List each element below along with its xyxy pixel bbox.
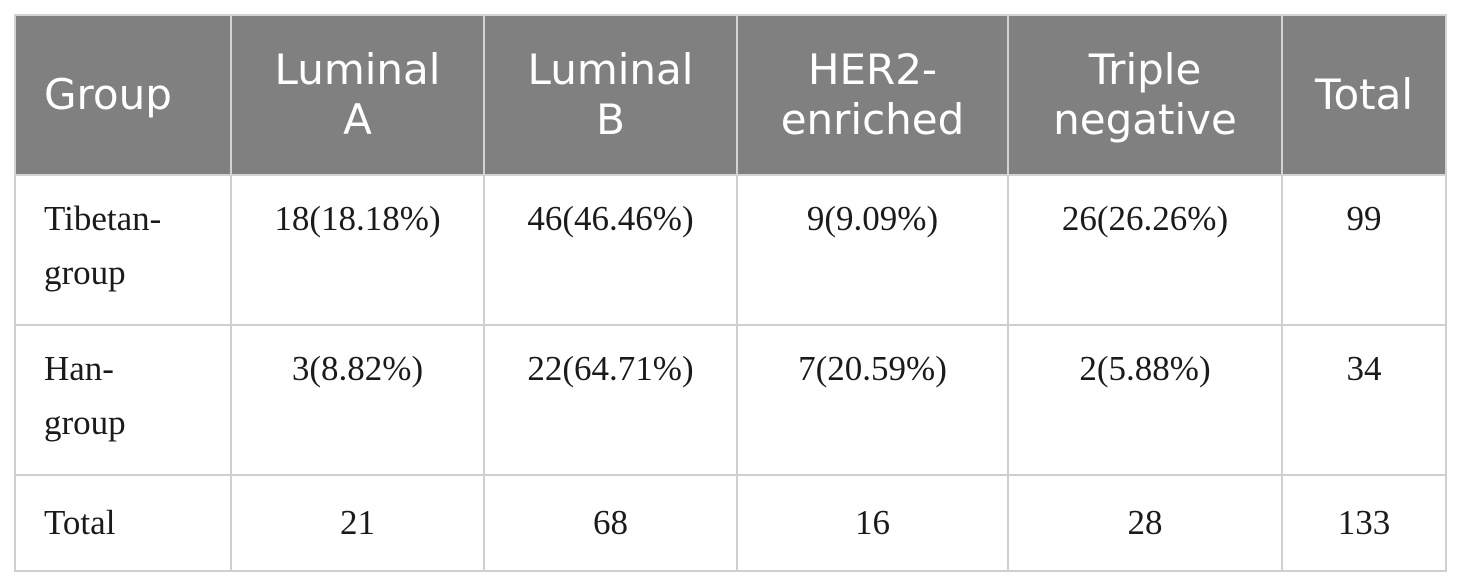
row-label-line1: Han- <box>44 349 114 388</box>
row-label-line2: group <box>44 403 126 442</box>
cell-total: 99 <box>1281 174 1447 326</box>
header-luminal-b-text: Luminal B <box>527 45 694 144</box>
header-triple-negative: Triple negative <box>1007 14 1283 176</box>
header-row: Group Luminal A Luminal B HER2-enriched … <box>14 14 1447 176</box>
cell-total: 34 <box>1281 324 1447 476</box>
cell-luminal-b: 46(46.46%) <box>483 174 738 326</box>
row-label: Han-group <box>14 324 232 476</box>
cell-her2-enriched: 16 <box>736 474 1009 572</box>
cell-triple-negative: 28 <box>1007 474 1283 572</box>
header-group: Group <box>14 14 232 176</box>
cell-her2-enriched: 9(9.09%) <box>736 174 1009 326</box>
row-label-line1: Tibetan- <box>44 199 162 238</box>
cell-luminal-b: 22(64.71%) <box>483 324 738 476</box>
table-body: Tibetan-group 18(18.18%) 46(46.46%) 9(9.… <box>14 174 1447 572</box>
row-label: Total <box>14 474 232 572</box>
cell-luminal-a: 18(18.18%) <box>230 174 485 326</box>
header-triple-negative-text: Triple negative <box>1053 45 1237 144</box>
table-row-total: Total 21 68 16 28 133 <box>14 474 1447 572</box>
cell-total: 133 <box>1281 474 1447 572</box>
table-row-han: Han-group 3(8.82%) 22(64.71%) 7(20.59%) … <box>14 324 1447 476</box>
header-luminal-a-text: Luminal A <box>274 45 441 144</box>
row-label-line2: group <box>44 253 126 292</box>
table-header: Group Luminal A Luminal B HER2-enriched … <box>14 14 1447 176</box>
header-luminal-a: Luminal A <box>230 14 485 176</box>
cell-luminal-b: 68 <box>483 474 738 572</box>
data-table: Group Luminal A Luminal B HER2-enriched … <box>14 14 1447 572</box>
cell-her2-enriched: 7(20.59%) <box>736 324 1009 476</box>
header-total: Total <box>1281 14 1447 176</box>
cell-luminal-a: 3(8.82%) <box>230 324 485 476</box>
cell-triple-negative: 26(26.26%) <box>1007 174 1283 326</box>
header-her2-enriched: HER2-enriched <box>736 14 1009 176</box>
cell-triple-negative: 2(5.88%) <box>1007 324 1283 476</box>
header-luminal-b: Luminal B <box>483 14 738 176</box>
header-her2-enriched-text: HER2-enriched <box>780 45 965 144</box>
cell-luminal-a: 21 <box>230 474 485 572</box>
table-row-tibetan: Tibetan-group 18(18.18%) 46(46.46%) 9(9.… <box>14 174 1447 326</box>
row-label: Tibetan-group <box>14 174 232 326</box>
